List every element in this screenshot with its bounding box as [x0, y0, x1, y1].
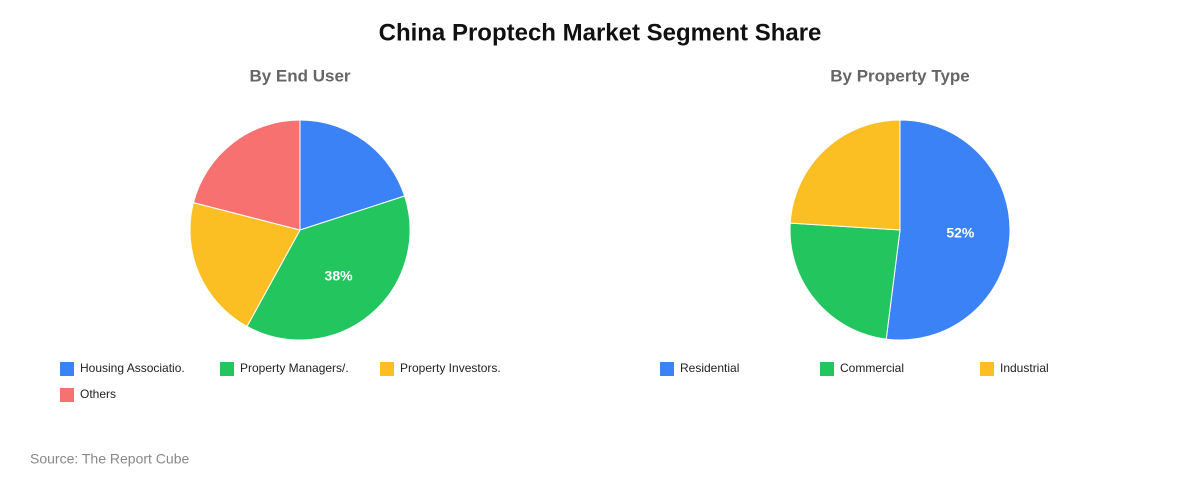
- legend-label: Others: [80, 387, 116, 401]
- pie-slice: [789, 222, 901, 340]
- legend-swatch: [660, 362, 674, 376]
- legend-label: Property Investors.: [400, 361, 501, 375]
- pie-slice: [885, 119, 1011, 341]
- pie-slice: [789, 119, 901, 231]
- pie-slice: [299, 119, 406, 231]
- chart-subtitle: By Property Type: [830, 66, 970, 85]
- data-label: 38%: [325, 267, 354, 283]
- source: Source: The Report Cube: [30, 451, 189, 467]
- legend-label: Residential: [680, 361, 739, 375]
- data-label: 52%: [946, 225, 975, 241]
- legend-swatch: [380, 362, 394, 376]
- legend-label: Commercial: [840, 361, 904, 375]
- pie-slice: [192, 119, 301, 231]
- chart-subtitle: By End User: [249, 66, 350, 85]
- pie-slice: [246, 195, 411, 341]
- legend-swatch: [60, 362, 74, 376]
- legend-swatch: [980, 362, 994, 376]
- legend-swatch: [60, 388, 74, 402]
- page-title: China Proptech Market Segment Share: [379, 19, 822, 46]
- legend-label: Property Managers/.: [240, 361, 349, 375]
- legend-swatch: [220, 362, 234, 376]
- legend-label: Industrial: [1000, 361, 1049, 375]
- pie-slice: [189, 202, 301, 328]
- legend-swatch: [820, 362, 834, 376]
- legend-label: Housing Associatio.: [80, 361, 185, 375]
